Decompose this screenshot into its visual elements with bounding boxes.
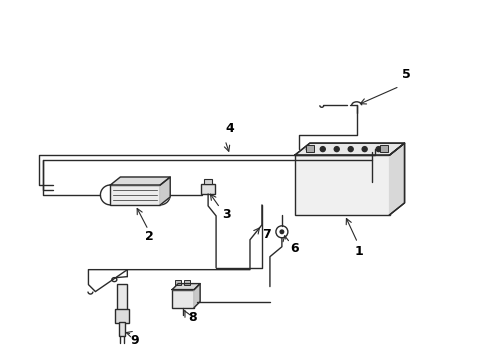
Circle shape (348, 147, 353, 152)
Circle shape (376, 147, 381, 152)
Text: 9: 9 (130, 334, 139, 347)
Circle shape (306, 147, 311, 152)
Polygon shape (295, 143, 405, 155)
Text: 4: 4 (225, 122, 234, 135)
Text: 3: 3 (222, 208, 231, 221)
Bar (204, 179, 212, 184)
Text: 1: 1 (355, 245, 364, 258)
Bar (175, 280, 181, 285)
Text: 2: 2 (145, 230, 154, 243)
Circle shape (362, 147, 367, 152)
Polygon shape (172, 284, 200, 289)
Polygon shape (390, 143, 405, 215)
Text: 5: 5 (401, 68, 410, 81)
Polygon shape (194, 284, 200, 307)
Bar (172, 289, 194, 307)
Circle shape (279, 229, 284, 234)
Text: 8: 8 (188, 311, 197, 324)
Polygon shape (160, 177, 170, 205)
Bar (380, 144, 388, 152)
Bar (115, 310, 129, 323)
Text: 6: 6 (290, 242, 298, 255)
Bar (201, 184, 215, 194)
Circle shape (320, 147, 325, 152)
Bar (110, 185, 160, 205)
Circle shape (334, 147, 339, 152)
Bar (184, 280, 190, 285)
Bar (118, 284, 127, 311)
Text: 7: 7 (262, 228, 270, 241)
Bar (295, 155, 390, 215)
Bar (120, 323, 125, 336)
Polygon shape (110, 177, 170, 185)
Bar (306, 144, 314, 152)
